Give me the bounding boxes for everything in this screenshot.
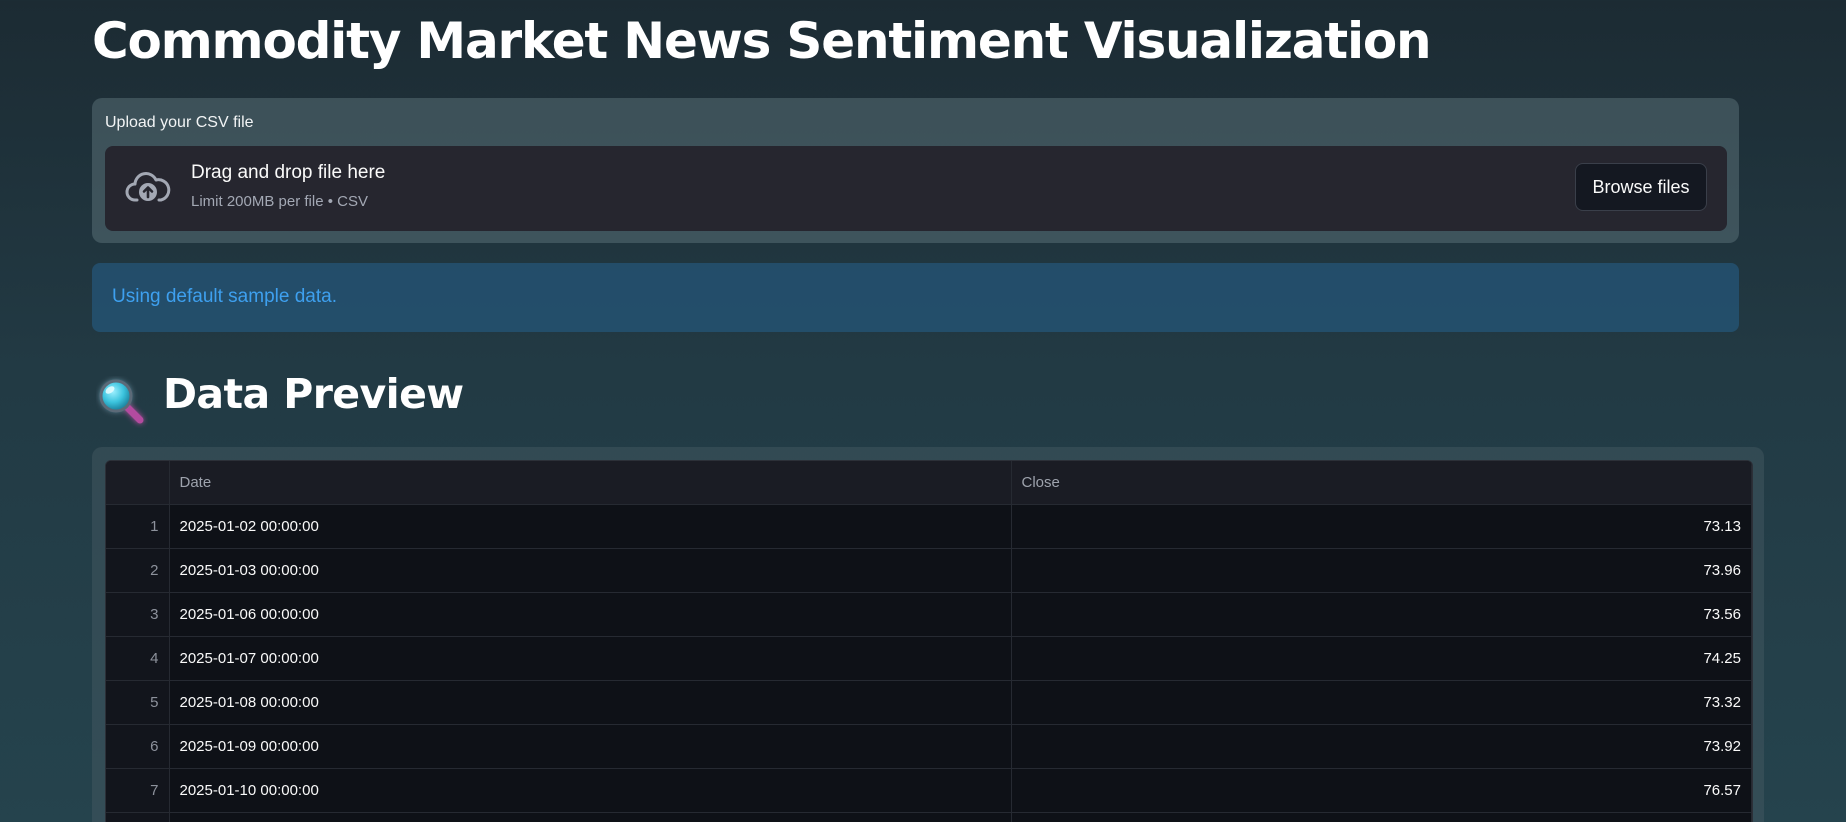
cell-close[interactable]: 73.56 — [1011, 593, 1752, 637]
dropzone-title: Drag and drop file here — [191, 162, 385, 184]
cell-close[interactable]: 73.96 — [1011, 549, 1752, 593]
table-row[interactable]: 3 2025-01-06 00:00:00 73.56 — [106, 593, 1752, 637]
section-title: Data Preview — [163, 370, 464, 418]
uploader-label: Upload your CSV file — [105, 114, 254, 132]
table-row[interactable]: 5 2025-01-08 00:00:00 73.32 — [106, 681, 1752, 725]
column-header-close[interactable]: Close — [1011, 461, 1752, 505]
cell-close[interactable]: 73.92 — [1011, 725, 1752, 769]
row-index — [106, 813, 169, 822]
dropzone[interactable]: Drag and drop file here Limit 200MB per … — [105, 146, 1727, 231]
cell-close[interactable]: 73.13 — [1011, 505, 1752, 549]
row-index: 1 — [106, 505, 169, 549]
column-header-index — [106, 461, 169, 505]
cell-date[interactable]: 2025-01-03 00:00:00 — [169, 549, 1011, 593]
page-title: Commodity Market News Sentiment Visualiz… — [92, 12, 1430, 70]
table-row[interactable]: 1 2025-01-02 00:00:00 73.13 — [106, 505, 1752, 549]
row-index: 6 — [106, 725, 169, 769]
table-header-row: Date Close — [106, 461, 1752, 505]
dataframe-panel: Date Close 1 2025-01-02 00:00:00 73.13 2… — [92, 447, 1764, 822]
cell-date[interactable] — [169, 813, 1011, 822]
cell-close[interactable]: 73.32 — [1011, 681, 1752, 725]
cell-date[interactable]: 2025-01-10 00:00:00 — [169, 769, 1011, 813]
table-row[interactable]: 4 2025-01-07 00:00:00 74.25 — [106, 637, 1752, 681]
row-index: 3 — [106, 593, 169, 637]
magnifying-glass-icon — [96, 376, 148, 428]
browse-files-button[interactable]: Browse files — [1575, 163, 1707, 211]
row-index: 7 — [106, 769, 169, 813]
row-index: 4 — [106, 637, 169, 681]
info-alert-text: Using default sample data. — [112, 286, 337, 308]
cell-close[interactable]: 74.25 — [1011, 637, 1752, 681]
table-row[interactable] — [106, 813, 1752, 822]
table-row[interactable]: 6 2025-01-09 00:00:00 73.92 — [106, 725, 1752, 769]
cell-date[interactable]: 2025-01-02 00:00:00 — [169, 505, 1011, 549]
table-row[interactable]: 7 2025-01-10 00:00:00 76.57 — [106, 769, 1752, 813]
cell-date[interactable]: 2025-01-08 00:00:00 — [169, 681, 1011, 725]
file-uploader: Upload your CSV file Drag and drop file … — [92, 98, 1739, 243]
row-index: 5 — [106, 681, 169, 725]
cell-date[interactable]: 2025-01-09 00:00:00 — [169, 725, 1011, 769]
data-grid[interactable]: Date Close 1 2025-01-02 00:00:00 73.13 2… — [105, 460, 1753, 822]
row-index: 2 — [106, 549, 169, 593]
dropzone-limit-text: Limit 200MB per file • CSV — [191, 193, 368, 210]
cell-close[interactable] — [1011, 813, 1752, 822]
cell-date[interactable]: 2025-01-07 00:00:00 — [169, 637, 1011, 681]
cell-date[interactable]: 2025-01-06 00:00:00 — [169, 593, 1011, 637]
column-header-date[interactable]: Date — [169, 461, 1011, 505]
cell-close[interactable]: 76.57 — [1011, 769, 1752, 813]
info-alert: Using default sample data. — [92, 263, 1739, 332]
table-row[interactable]: 2 2025-01-03 00:00:00 73.96 — [106, 549, 1752, 593]
cloud-upload-icon — [125, 168, 171, 208]
